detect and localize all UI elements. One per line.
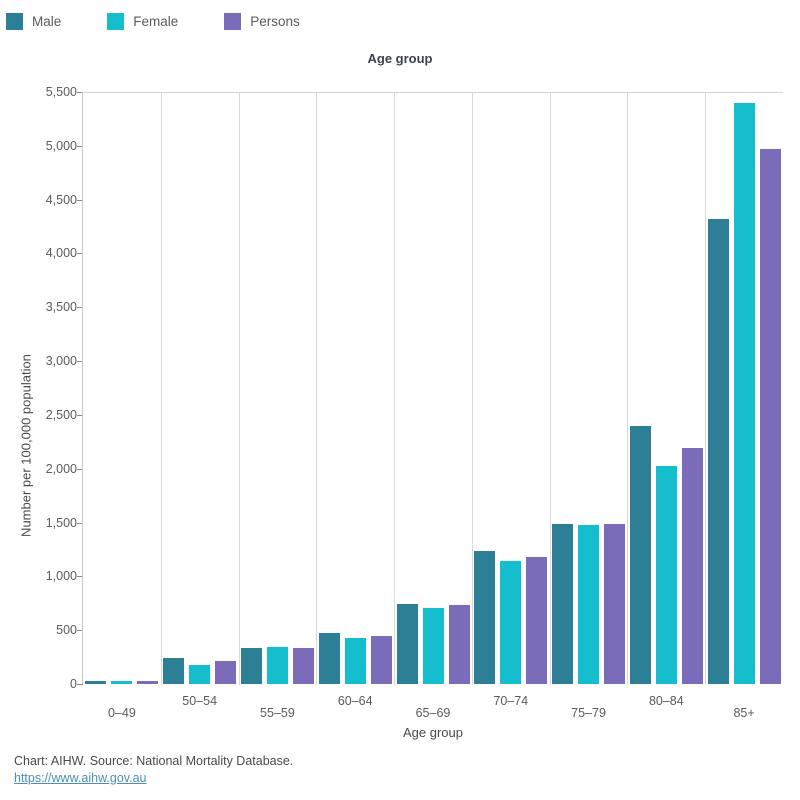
y-tick-label: 1,500 [45, 515, 77, 530]
x-tick-label: 70–74 [493, 694, 529, 708]
bar-female-60_64[interactable] [344, 637, 366, 684]
y-tick-mark [77, 522, 83, 524]
x-tick-label: 0–49 [107, 706, 136, 720]
y-tick-label: 3,000 [45, 354, 77, 369]
footer-source-text: Chart: AIHW. Source: National Mortality … [14, 754, 294, 768]
bar-persons-65_69[interactable] [448, 605, 470, 684]
bar-persons-50_54[interactable] [215, 661, 237, 684]
bar-male-75_79[interactable] [552, 524, 574, 684]
legend-swatch-icon [107, 12, 125, 30]
footer-source-link[interactable]: https://www.aihw.gov.au [14, 771, 147, 785]
y-axis: 0 500 1,000 1,500 2,000 2,500 3,000 3,500 4,000 4… [0, 85, 83, 691]
group-separator [239, 93, 240, 685]
y-tick-mark [77, 414, 83, 416]
bar-male-55_59[interactable] [240, 647, 262, 684]
y-tick-mark [77, 361, 83, 363]
group-separator [550, 93, 551, 685]
x-tick-label: 85+ [733, 706, 755, 720]
y-tick-label: 0 [70, 677, 77, 691]
legend-item-male[interactable]: Male [6, 12, 62, 30]
bar-male-60_64[interactable] [318, 632, 340, 684]
bar-male-70_74[interactable] [474, 550, 496, 684]
bar-persons-70_74[interactable] [526, 557, 548, 684]
x-tick-label: 75–79 [571, 706, 606, 720]
y-tick-label: 4,000 [45, 246, 77, 261]
bar-persons-75_79[interactable] [604, 524, 626, 684]
bar-persons-55_59[interactable] [292, 648, 314, 684]
x-tick-label: 50–54 [182, 694, 218, 708]
legend-label-female: Female [133, 13, 179, 29]
y-tick-mark [77, 576, 83, 578]
group-separator [627, 93, 628, 685]
legend-item-persons[interactable]: Persons [224, 12, 300, 30]
legend-swatch-icon [224, 12, 242, 30]
bar-persons-80_84[interactable] [681, 448, 703, 684]
y-tick-label: 5,000 [45, 138, 77, 153]
y-axis-title: Number per 100,000 population [18, 354, 34, 537]
y-tick-mark [77, 684, 83, 685]
group-separator [472, 93, 473, 685]
x-tick-label: 80–84 [648, 694, 684, 708]
x-tick-label: 60–64 [337, 694, 373, 708]
x-tick-label: 55–59 [260, 706, 295, 720]
group-separator [394, 93, 395, 685]
bar-female-70_74[interactable] [500, 561, 522, 684]
chart-title: Age group [367, 51, 433, 66]
chart-legend: Male Female Persons [6, 8, 346, 34]
bar-female-75_79[interactable] [578, 525, 600, 684]
y-tick-label: 500 [56, 623, 77, 638]
x-axis-title: Age group [403, 725, 463, 740]
y-tick-mark [77, 253, 83, 255]
bar-male-65_69[interactable] [396, 604, 418, 684]
y-tick-mark [77, 145, 83, 147]
y-tick-mark [77, 307, 83, 309]
legend-item-female[interactable]: Female [107, 12, 179, 30]
y-tick-label: 2,000 [45, 461, 77, 476]
legend-label-male: Male [32, 13, 62, 29]
bar-male-0_49[interactable] [85, 680, 107, 684]
group-separator [161, 93, 162, 685]
plot-area [83, 92, 783, 685]
bar-male-85+[interactable] [707, 219, 729, 684]
y-tick-label: 3,500 [45, 300, 77, 315]
bar-male-80_84[interactable] [629, 425, 651, 684]
y-tick-label: 2,500 [45, 407, 77, 422]
y-tick-mark [77, 630, 83, 632]
group-separator [316, 93, 317, 685]
group-separator [705, 93, 706, 685]
bar-female-85+[interactable] [733, 102, 755, 684]
bar-female-55_59[interactable] [266, 647, 288, 684]
y-tick-label: 5,500 [45, 85, 77, 99]
chart-footer: Chart: AIHW. Source: National Mortality … [14, 753, 293, 787]
bar-female-80_84[interactable] [655, 465, 677, 684]
y-tick-label: 4,500 [45, 192, 77, 207]
bar-series-layer [83, 92, 783, 684]
bar-female-65_69[interactable] [422, 607, 444, 684]
bar-persons-0_49[interactable] [137, 681, 159, 684]
bar-female-50_54[interactable] [189, 664, 211, 684]
bar-persons-85+[interactable] [759, 148, 781, 684]
bar-persons-60_64[interactable] [370, 635, 392, 684]
bar-male-50_54[interactable] [163, 658, 185, 684]
y-tick-mark [77, 468, 83, 470]
y-tick-label: 1,000 [45, 569, 77, 584]
x-tick-label: 65–69 [415, 706, 451, 720]
y-tick-mark [77, 199, 83, 201]
legend-label-persons: Persons [250, 13, 300, 29]
y-axis-line [82, 92, 83, 684]
bar-female-0_49[interactable] [111, 681, 133, 684]
y-tick-mark [77, 92, 83, 93]
legend-swatch-icon [6, 12, 23, 30]
